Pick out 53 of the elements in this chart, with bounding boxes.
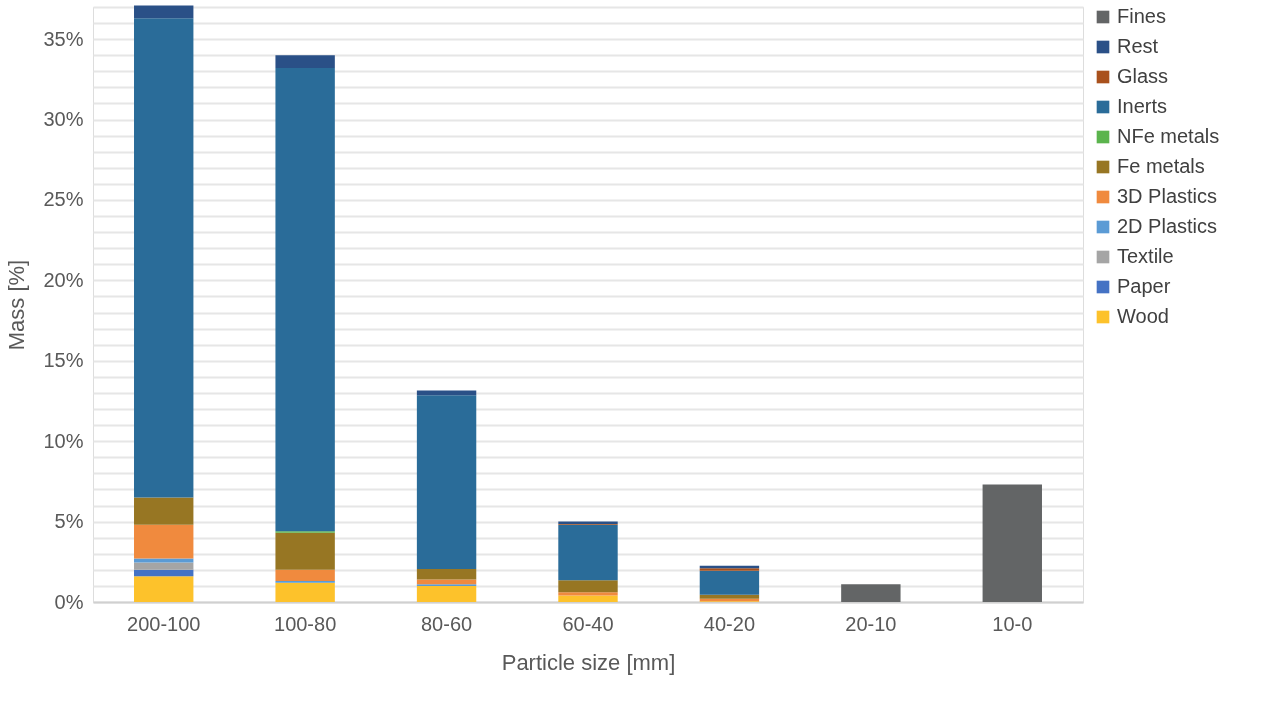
y-tick-label: 35% [43,27,84,50]
x-tick-label: 20-10 [845,612,897,635]
bar [558,595,618,602]
legend-label: Inerts [1117,95,1168,117]
bar [699,594,760,599]
bar [275,532,335,570]
bar [275,55,335,69]
bar [982,484,1042,602]
bar [134,5,194,19]
bar [134,562,194,570]
legend-label: Wood [1117,305,1169,327]
legend-label: 3D Plastics [1117,185,1218,207]
y-tick-label: 5% [54,510,84,533]
legend-label: Glass [1117,65,1169,87]
x-tick-label: 100-80 [274,612,337,635]
legend-label: Fe metals [1117,155,1205,177]
bar [416,569,477,580]
x-tick-label: 200-100 [127,612,201,635]
bar [416,579,477,585]
legend-label: 2D Plastics [1117,215,1218,237]
legend-label: Fines [1117,5,1166,27]
x-tick-label: 80-60 [420,612,473,635]
legend-label: Rest [1117,35,1159,57]
y-tick-label: 0% [54,590,84,613]
y-tick-label: 20% [43,268,84,291]
bar [558,524,618,581]
x-tick-label: 60-40 [562,612,614,635]
bar [416,395,477,570]
bar [134,497,194,525]
legend-label: NFe metals [1117,125,1220,147]
bar [134,576,194,602]
bar [416,585,477,602]
bar [275,68,335,532]
bar [558,580,618,593]
bar [134,524,194,559]
x-tick-label: 40-20 [703,612,756,635]
bar [134,558,194,563]
y-axis-title: Mass [%] [4,259,30,351]
y-tick-label: 10% [43,429,84,452]
x-tick-label: 10-0 [992,612,1033,635]
y-tick-label: 25% [43,188,84,211]
bar [134,18,194,498]
legend-label: Paper [1117,275,1171,297]
bar [134,569,194,577]
y-tick-label: 15% [43,349,84,372]
bar [558,592,618,596]
bar [841,584,901,602]
legend-label: Textile [1117,245,1174,267]
bar [699,570,760,595]
bar [275,569,335,582]
bar [275,582,335,602]
x-axis-title: Particle size [mm] [501,649,676,675]
y-tick-label: 30% [43,108,84,131]
